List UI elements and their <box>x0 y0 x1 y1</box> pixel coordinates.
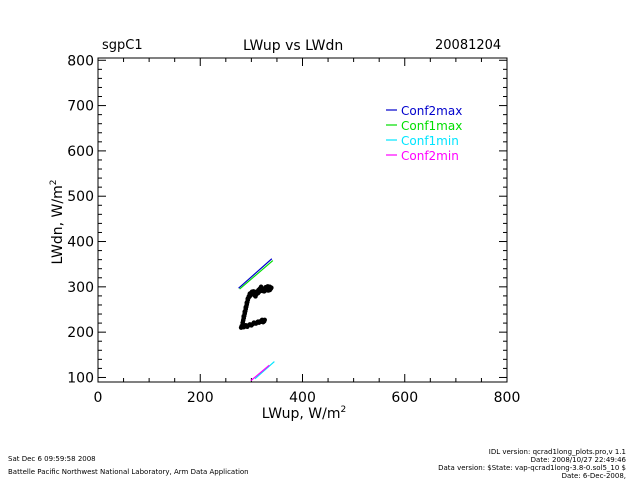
y-tick-label: 700 <box>67 99 94 115</box>
data-point <box>247 322 253 327</box>
data-point <box>244 300 250 305</box>
axis-labels: LWup, W/m2 LWdn, W/m2 <box>49 180 346 422</box>
x-tick-label: 0 <box>94 390 103 406</box>
series-line-conf1min <box>254 361 275 380</box>
footer-lab: Battelle Pacific Northwest National Labo… <box>8 468 249 476</box>
series-line-conf2min <box>250 364 270 382</box>
footer-idl-version: IDL version: qcrad1long_plots.pro,v 1.1 <box>488 448 626 456</box>
x-tick-label: 600 <box>391 390 418 406</box>
legend-label: Conf2min <box>401 149 459 163</box>
chart-title: LWup vs LWdn <box>243 38 344 54</box>
legend-label: Conf2max <box>401 104 462 118</box>
y-tick-label: 400 <box>67 235 94 251</box>
series-line-conf1max <box>239 260 274 290</box>
x-tick-label: 800 <box>494 390 521 406</box>
data-point <box>243 323 249 328</box>
legend-label: Conf1min <box>401 134 459 148</box>
x-axis-label: LWup, W/m2 <box>262 405 346 422</box>
y-tick-label: 500 <box>67 189 94 205</box>
data-point <box>266 287 272 292</box>
data-point <box>239 323 244 329</box>
data-point <box>251 320 257 325</box>
data-point <box>255 319 261 325</box>
data-point <box>252 289 257 295</box>
y-tick-label: 300 <box>67 280 94 296</box>
series-line-conf2max <box>238 258 273 289</box>
y-tick-label: 800 <box>67 53 94 69</box>
footer-data-version: Data version: $State: vap-qcrad1long-3.8… <box>438 464 626 472</box>
data-point <box>247 291 253 296</box>
x-tick-label: 400 <box>289 390 316 406</box>
x-tick-label: 200 <box>187 390 214 406</box>
y-tick-label: 600 <box>67 144 94 160</box>
site-label: sgpC1 <box>102 38 143 53</box>
y-tick-label: 100 <box>67 370 94 386</box>
data-point <box>241 313 247 319</box>
data-point <box>258 284 264 290</box>
date-label: 20081204 <box>435 38 502 53</box>
data-point <box>242 309 248 315</box>
axes: 0 200 400 600 800 100 200 300 400 500 600 700 800 <box>67 53 520 406</box>
data-point <box>245 296 251 301</box>
data-point <box>243 304 249 310</box>
footer-idl-date: Date: 2008/10/27 22:49:46 <box>530 456 626 464</box>
footer-data-date: Date: 6-Dec-2008, <box>561 472 626 480</box>
footer-timestamp: Sat Dec 6 09:59:58 2008 <box>8 455 96 463</box>
confidence-lines <box>238 258 275 382</box>
legend-label: Conf1max <box>401 119 462 133</box>
data-point <box>262 317 267 323</box>
y-tick-label: 200 <box>67 325 94 341</box>
y-axis-label: LWdn, W/m2 <box>49 180 66 265</box>
data-points <box>238 284 274 330</box>
